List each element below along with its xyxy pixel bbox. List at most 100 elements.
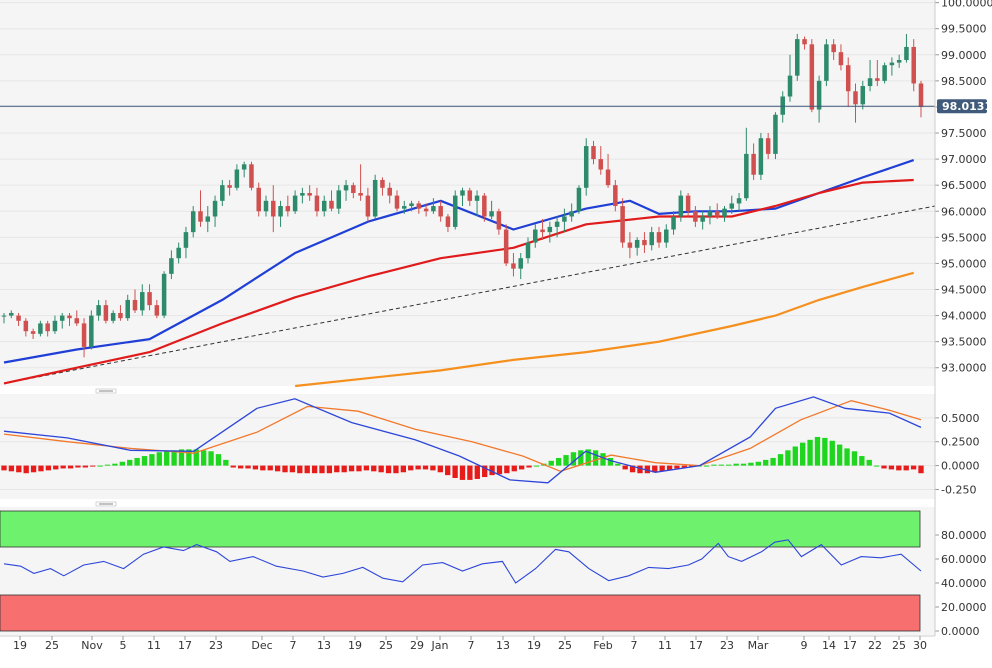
candle-bearish <box>482 195 487 217</box>
candle-bullish <box>234 169 240 188</box>
candle-bearish <box>496 211 502 230</box>
x-tick-label: 19 <box>13 639 27 652</box>
price-panel[interactable] <box>0 0 935 386</box>
candle-bearish <box>358 193 363 196</box>
macd-histogram-bar <box>836 444 843 466</box>
candle-bearish <box>511 263 516 269</box>
y-tick-label: 99.0000 <box>941 49 987 62</box>
grip-icon[interactable] <box>95 388 117 394</box>
x-tick-label: Dec <box>251 639 272 652</box>
candle-bullish <box>409 203 414 207</box>
candle-bullish <box>518 258 523 269</box>
candle-bearish <box>853 91 858 105</box>
macd-histogram-bar <box>578 450 584 466</box>
candle-bullish <box>59 315 65 321</box>
macd-histogram-bar <box>652 465 658 473</box>
y-tick-label: -0.250 <box>941 483 976 496</box>
candle-bullish <box>343 185 349 191</box>
moving-average-line <box>294 271 914 388</box>
macd-histogram-bar <box>193 449 199 466</box>
candle-bullish <box>525 242 531 259</box>
y-tick-label: 94.5000 <box>941 284 987 297</box>
macd-histogram-bar <box>289 465 296 473</box>
y-tick-label: 98.5000 <box>941 75 987 88</box>
candle-bullish <box>452 195 458 227</box>
macd-histogram-bar <box>208 451 214 466</box>
candle-bullish <box>554 221 560 227</box>
candle-bullish <box>9 312 14 316</box>
macd-histogram-bar <box>896 465 902 471</box>
candle-bullish <box>110 312 116 321</box>
macd-histogram-bar <box>334 465 340 473</box>
candle-bearish <box>656 232 662 243</box>
y-tick-label: 40.0000 <box>941 577 987 590</box>
macd-histogram-bar <box>30 465 37 473</box>
candle-bullish <box>787 75 793 97</box>
candle-bullish <box>758 138 764 175</box>
candle-bearish <box>387 187 392 196</box>
candle-bearish <box>503 229 509 264</box>
y-tick-label: 0.0000 <box>941 460 980 473</box>
macd-histogram-bar <box>400 465 407 473</box>
macd-histogram-bar <box>445 465 451 476</box>
x-tick-label: 23 <box>720 639 734 652</box>
macd-histogram-bar <box>518 465 525 470</box>
candle-bearish <box>467 190 473 201</box>
x-tick-label: 17 <box>843 639 857 652</box>
macd-histogram-bar <box>563 455 569 466</box>
candle-bullish <box>649 232 654 246</box>
macd-histogram-bar <box>60 465 66 469</box>
candle-bearish <box>81 323 87 347</box>
y-tick-label: 93.5000 <box>941 336 987 349</box>
macd-histogram-bar <box>607 457 614 466</box>
macd-histogram-bar <box>637 465 643 474</box>
candle-bullish <box>882 65 887 81</box>
macd-histogram-bar <box>201 450 207 466</box>
macd-histogram-bar <box>363 465 370 471</box>
candle-bullish <box>402 206 407 209</box>
candle-bearish <box>911 46 916 84</box>
candle-bearish <box>351 185 356 193</box>
candle-bearish <box>540 229 545 233</box>
candle-bullish <box>671 216 676 230</box>
macd-histogram-bar <box>304 465 310 474</box>
macd-histogram-bar <box>385 465 392 474</box>
candle-bullish <box>372 179 378 217</box>
macd-histogram-bar <box>127 459 133 466</box>
macd-histogram-bar <box>45 465 52 471</box>
candle-bullish <box>780 96 785 115</box>
macd-histogram-bar <box>659 465 665 472</box>
macd-histogram-bar <box>615 463 621 466</box>
candle-bearish <box>685 195 691 212</box>
macd-histogram-bar <box>785 450 791 466</box>
macd-histogram-bar <box>215 454 222 466</box>
candle-bullish <box>860 86 866 105</box>
candle-bullish <box>336 190 342 209</box>
x-tick-label: 19 <box>527 639 541 652</box>
macd-histogram-bar <box>814 436 821 466</box>
macd-histogram-bar <box>666 465 673 471</box>
candle-bullish <box>795 39 800 76</box>
y-tick-label: 20.0000 <box>941 601 987 614</box>
y-tick-label: 0.0000 <box>941 625 980 638</box>
macd-histogram-bar <box>23 465 29 474</box>
macd-histogram-bar <box>171 450 177 466</box>
candle-bullish <box>889 62 895 66</box>
candle-bearish <box>198 211 203 222</box>
candle-bearish <box>285 206 291 212</box>
x-tick-label: 7 <box>468 639 475 652</box>
grip-icon[interactable] <box>95 501 117 507</box>
candle-bullish <box>212 200 218 217</box>
candle-bearish <box>613 185 618 207</box>
candle-bullish <box>576 187 582 212</box>
candle-bearish <box>307 193 312 196</box>
candle-bearish <box>620 206 625 243</box>
macd-histogram-bar <box>67 465 74 469</box>
macd-histogram-bar <box>822 437 828 466</box>
macd-panel[interactable] <box>0 394 935 499</box>
macd-histogram-bar <box>326 465 333 474</box>
x-tick-label: 19 <box>348 639 362 652</box>
macd-histogram-bar <box>90 465 96 467</box>
candle-bullish <box>569 211 574 217</box>
macd-histogram-bar <box>274 465 281 472</box>
